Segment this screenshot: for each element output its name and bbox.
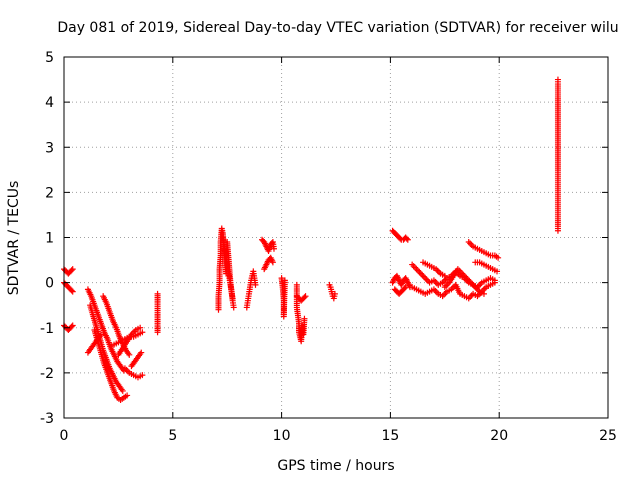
data-series-segment bbox=[219, 234, 236, 302]
data-point bbox=[126, 351, 133, 358]
data-point bbox=[269, 259, 276, 266]
data-series-segment bbox=[465, 239, 502, 261]
x-tick-label: 0 bbox=[60, 428, 69, 444]
data-series-segment bbox=[261, 254, 276, 273]
x-tick-label: 20 bbox=[490, 428, 508, 444]
data-point bbox=[139, 372, 146, 379]
data-point bbox=[139, 329, 146, 336]
data-series-segment bbox=[554, 76, 561, 234]
data-point bbox=[252, 281, 259, 288]
data-series-segment bbox=[472, 259, 501, 275]
x-axis-label: GPS time / hours bbox=[277, 458, 394, 474]
data-point bbox=[68, 267, 75, 274]
y-tick-label: 3 bbox=[45, 140, 54, 156]
data-series-segment bbox=[61, 266, 76, 277]
x-tick-label: 25 bbox=[599, 428, 617, 444]
data-point bbox=[301, 294, 308, 301]
data-point bbox=[441, 272, 448, 279]
data-series-segment bbox=[91, 327, 131, 403]
data-point bbox=[69, 266, 76, 273]
data-point bbox=[554, 227, 561, 234]
data-points bbox=[61, 76, 561, 403]
data-series-segment bbox=[326, 281, 338, 302]
data-point bbox=[69, 322, 76, 329]
data-series-segment bbox=[121, 365, 146, 381]
data-point bbox=[403, 235, 410, 242]
data-series-segment bbox=[391, 284, 409, 297]
y-tick-label: 0 bbox=[45, 276, 54, 292]
data-point bbox=[124, 392, 131, 399]
data-point bbox=[401, 285, 408, 292]
data-series-segment bbox=[61, 279, 76, 295]
data-series-segment bbox=[293, 281, 308, 345]
data-point bbox=[270, 245, 277, 252]
x-tick-label: 5 bbox=[168, 428, 177, 444]
data-point bbox=[404, 236, 411, 243]
data-point bbox=[302, 293, 309, 300]
data-point bbox=[137, 324, 144, 331]
data-point bbox=[494, 268, 501, 275]
data-point bbox=[402, 284, 409, 291]
data-point bbox=[68, 323, 75, 330]
data-series-segment bbox=[441, 266, 487, 297]
data-series-segment bbox=[128, 349, 145, 370]
data-series-segment bbox=[259, 236, 277, 255]
y-tick-label: -3 bbox=[40, 411, 54, 427]
grid-lines bbox=[64, 57, 608, 418]
data-series-segment bbox=[389, 227, 411, 243]
data-series-segment bbox=[115, 324, 144, 358]
y-tick-label: -1 bbox=[40, 321, 54, 337]
data-point bbox=[138, 349, 145, 356]
data-point bbox=[230, 304, 237, 311]
data-point bbox=[495, 254, 502, 261]
data-point bbox=[68, 287, 75, 294]
data-point bbox=[491, 279, 498, 286]
data-series-segment bbox=[84, 331, 104, 356]
x-tick-label: 15 bbox=[381, 428, 399, 444]
data-point bbox=[480, 290, 487, 297]
x-tick-label: 10 bbox=[273, 428, 291, 444]
data-point bbox=[119, 387, 126, 394]
data-point bbox=[331, 290, 338, 297]
data-point bbox=[229, 295, 236, 302]
data-series-segment bbox=[154, 290, 161, 336]
chart-title: Day 081 of 2019, Sidereal Day-to-day VTE… bbox=[57, 20, 618, 36]
data-point bbox=[154, 329, 161, 336]
data-point bbox=[97, 331, 104, 338]
data-series-segment bbox=[420, 259, 448, 279]
data-point bbox=[301, 315, 308, 322]
data-point bbox=[69, 288, 76, 295]
y-axis-label: SDTVAR / TECUs bbox=[6, 181, 22, 296]
data-series-segment bbox=[278, 275, 288, 320]
y-tick-label: 5 bbox=[45, 50, 54, 66]
y-tick-label: 1 bbox=[45, 231, 54, 247]
data-point bbox=[281, 277, 288, 284]
y-tick-label: -2 bbox=[40, 366, 54, 382]
y-tick-label: 2 bbox=[45, 185, 54, 201]
data-series-segment bbox=[389, 272, 413, 291]
data-series-segment bbox=[243, 268, 259, 311]
axis-ticks: 0 5 10 15 20 25 -3 -2 -1 0 1 2 3 4 5 bbox=[40, 50, 617, 444]
y-tick-label: 4 bbox=[45, 95, 54, 111]
data-series-segment bbox=[87, 302, 126, 394]
